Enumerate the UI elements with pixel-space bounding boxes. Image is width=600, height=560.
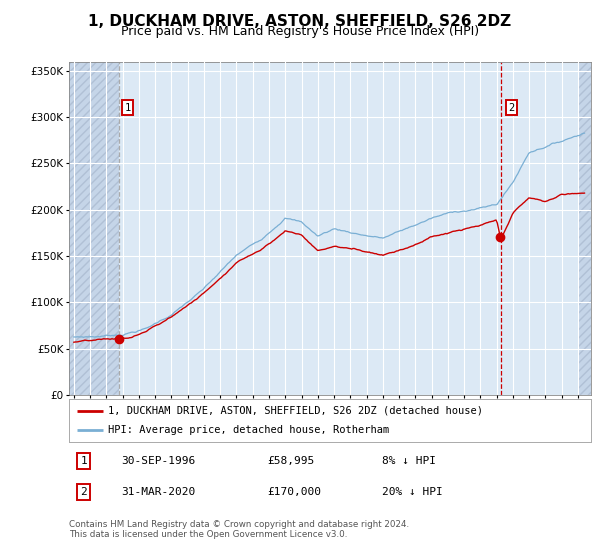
Text: 1, DUCKHAM DRIVE, ASTON, SHEFFIELD, S26 2DZ (detached house): 1, DUCKHAM DRIVE, ASTON, SHEFFIELD, S26 … [108,406,483,416]
Text: Price paid vs. HM Land Registry's House Price Index (HPI): Price paid vs. HM Land Registry's House … [121,25,479,38]
Text: 2: 2 [80,487,87,497]
Text: £58,995: £58,995 [268,456,314,466]
Text: 31-MAR-2020: 31-MAR-2020 [121,487,196,497]
Text: 30-SEP-1996: 30-SEP-1996 [121,456,196,466]
Bar [579,62,591,395]
Bar [69,62,119,395]
Text: 1: 1 [124,103,131,113]
Text: 8% ↓ HPI: 8% ↓ HPI [382,456,436,466]
Text: 1, DUCKHAM DRIVE, ASTON, SHEFFIELD, S26 2DZ: 1, DUCKHAM DRIVE, ASTON, SHEFFIELD, S26 … [88,14,512,29]
Text: 2: 2 [508,103,514,113]
Text: 20% ↓ HPI: 20% ↓ HPI [382,487,443,497]
Text: HPI: Average price, detached house, Rotherham: HPI: Average price, detached house, Roth… [108,425,389,435]
Text: 1: 1 [80,456,87,466]
Text: £170,000: £170,000 [268,487,322,497]
Text: Contains HM Land Registry data © Crown copyright and database right 2024.
This d: Contains HM Land Registry data © Crown c… [69,520,409,539]
